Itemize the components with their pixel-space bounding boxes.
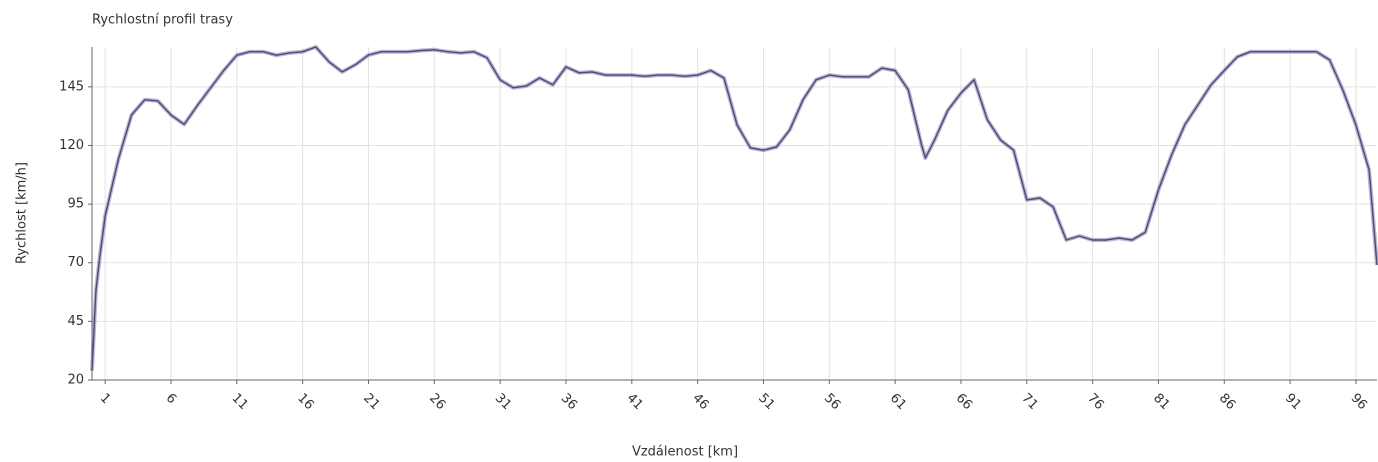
x-tick-label: 6 [163,391,179,407]
x-axis-label: Vzdálenost [km] [632,445,738,460]
x-tick-label: 81 [1150,391,1172,413]
x-tick-label: 91 [1282,391,1304,413]
y-tick-label: 45 [67,314,84,329]
y-tick-label: 120 [59,138,84,153]
x-tick-label: 66 [953,391,975,413]
y-tick-label: 20 [67,373,84,388]
x-tick-label: 16 [294,391,316,413]
line [91,46,1378,371]
x-tick-label: 61 [887,391,909,413]
x-tick-label: 96 [1348,391,1370,413]
x-tick-label: 86 [1216,391,1238,413]
line-halo [90,45,1378,371]
y-tick-label: 145 [59,79,84,94]
y-tick-label: 95 [67,197,84,212]
x-tick-label: 71 [1018,391,1040,413]
chart-title: Rychlostní profil trasy [92,13,233,28]
x-tick-label: 36 [558,391,580,413]
y-tick-label: 70 [67,255,84,270]
x-tick-label: 26 [426,391,448,413]
x-tick-label: 56 [821,391,843,413]
x-tick-label: 21 [360,391,382,413]
y-axis-label: Rychlost [km/h] [15,162,30,264]
x-tick-label: 41 [624,391,646,413]
x-tick-label: 11 [229,391,251,413]
x-tick-label: 76 [1084,391,1106,413]
x-tick-label: 46 [689,391,711,413]
x-tick-label: 1 [97,391,113,407]
x-tick-label: 51 [755,391,777,413]
x-tick-label: 31 [492,391,514,413]
